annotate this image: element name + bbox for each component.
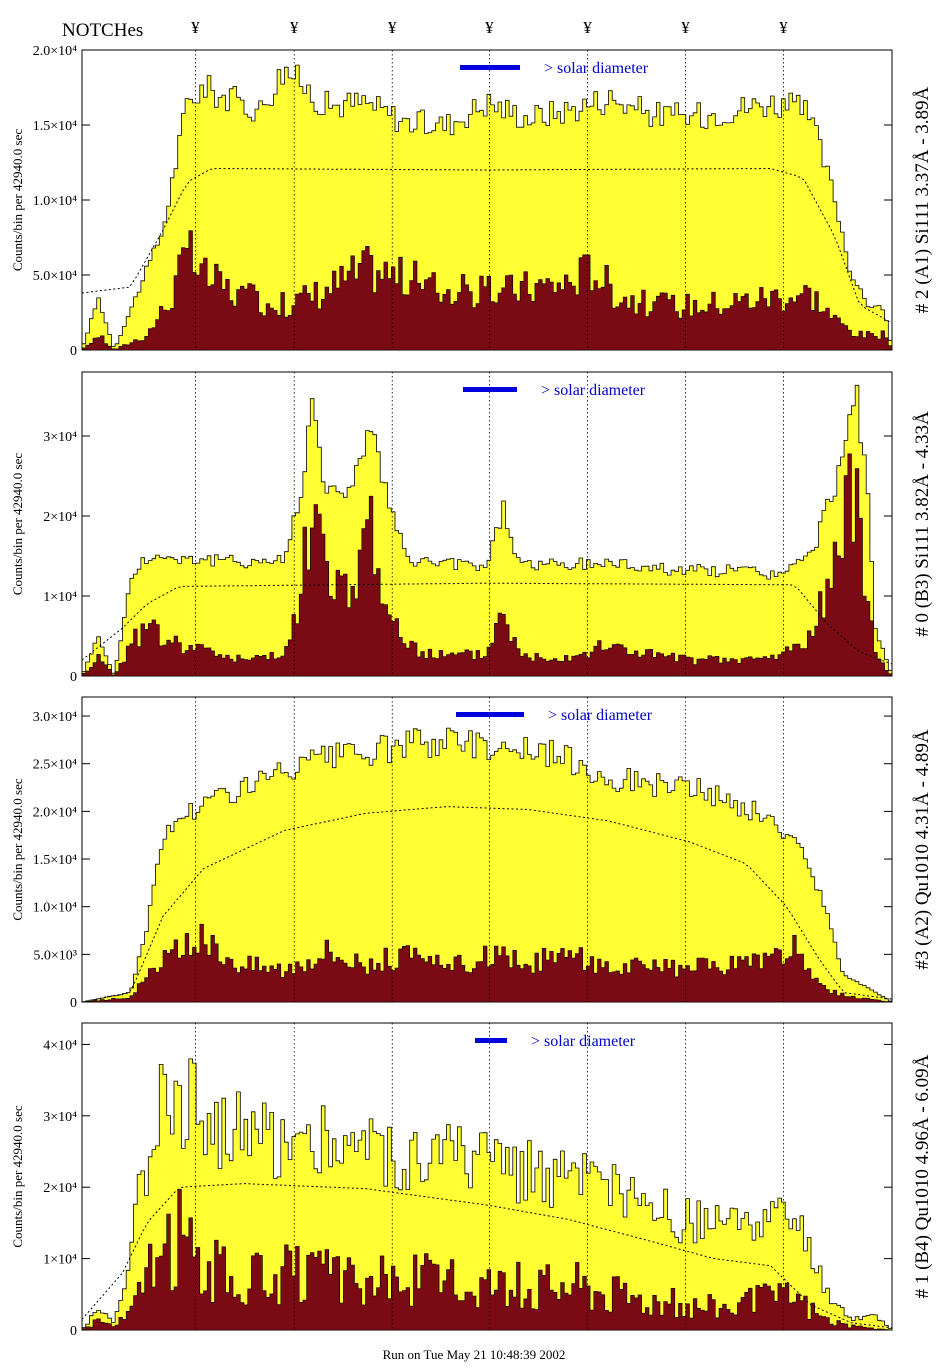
y-axis-label: Counts/bin per 42940.0 sec <box>10 129 25 271</box>
notch-header: NOTCHes ¥ ¥ ¥ ¥ ¥ ¥ ¥ <box>0 0 948 46</box>
y-tick-label: 3×10⁴ <box>43 1110 77 1125</box>
notches-title: NOTCHes <box>62 20 144 41</box>
y-tick-label: 2.0×10⁴ <box>33 805 77 820</box>
y-tick-label: 1×10⁴ <box>43 1253 77 1268</box>
notch-marker: ¥ <box>779 18 788 37</box>
solar-diameter-legend: > solar diameter <box>544 60 649 77</box>
notch-marker: ¥ <box>485 18 494 37</box>
series-background-histogram <box>81 1189 893 1331</box>
y-tick-label: 1×10⁴ <box>43 590 77 605</box>
y-tick-label: 0 <box>70 670 77 685</box>
notch-marker: ¥ <box>681 18 690 37</box>
chart-panel: 0 1×10⁴ 2×10⁴ 3×10⁴ 4×10⁴ Counts/bin per 4294… <box>10 1022 933 1339</box>
chart-stack: 0 5.0×10⁴ 1.0×10⁴ 1.5×10⁴ 2.0×10⁴ Counts/bin … <box>10 44 933 1339</box>
notch-marker: ¥ <box>583 18 592 37</box>
y-tick-label: 2×10⁴ <box>43 510 77 525</box>
notch-marker: ¥ <box>191 18 200 37</box>
chart-panel: 0 5.0×10³ 1.0×10⁴ 1.5×10⁴ 2.0×10⁴ 2.5×10⁴ 3.0×… <box>10 696 933 1011</box>
series-model-curve <box>81 1183 893 1329</box>
y-tick-label: 2.5×10⁴ <box>33 758 77 773</box>
y-tick-label: 0 <box>70 1324 77 1339</box>
y-tick-label: 3.0×10⁴ <box>33 710 77 725</box>
series-total-histogram <box>81 384 893 677</box>
solar-diameter-bar <box>456 712 524 717</box>
series-background-histogram <box>81 923 893 1003</box>
y-tick-label: 2×10⁴ <box>43 1181 77 1196</box>
series-background-histogram <box>81 453 893 677</box>
series-background-histogram <box>81 230 893 351</box>
solar-diameter-legend: > solar diameter <box>541 382 646 399</box>
y-tick-label: 1.5×10⁴ <box>33 119 77 134</box>
series-total-histogram <box>81 64 893 351</box>
y-tick-label: 0 <box>70 344 77 359</box>
solar-diameter-bar <box>475 1038 507 1043</box>
solar-diameter-legend: > solar diameter <box>531 1033 636 1050</box>
y-tick-label: 3×10⁴ <box>43 430 77 445</box>
solar-diameter-bar <box>460 65 520 70</box>
y-axis-label: Counts/bin per 42940.0 sec <box>10 1105 25 1247</box>
y-axis-label: Counts/bin per 42940.0 sec <box>10 778 25 920</box>
series-total-histogram <box>81 727 893 1003</box>
notch-marker: ¥ <box>387 18 397 37</box>
y-tick-label: 0 <box>70 996 77 1011</box>
chart-panel: 0 1×10⁴ 2×10⁴ 3×10⁴ Counts/bin per 42940.0 s… <box>10 371 933 685</box>
y-tick-label: 2.0×10⁴ <box>33 44 77 59</box>
solar-diameter-legend: > solar diameter <box>548 707 653 724</box>
panel-label: #3 (A2) Qu1010 4.31Å - 4.89Å <box>912 729 933 969</box>
y-tick-label: 1.0×10⁴ <box>33 901 77 916</box>
chart-panel: 0 5.0×10⁴ 1.0×10⁴ 1.5×10⁴ 2.0×10⁴ Counts/bin … <box>10 44 933 359</box>
panel-label: # 2 (A1) Si111 3.37Å - 3.89Å <box>912 86 933 313</box>
y-tick-label: 4×10⁴ <box>43 1038 77 1053</box>
y-tick-label: 5.0×10⁴ <box>33 269 77 284</box>
panel-label: # 1 (B4) Qu1010 4.96Å - 6.09Å <box>912 1054 933 1298</box>
y-tick-label: 5.0×10³ <box>33 948 77 963</box>
y-axis-label: Counts/bin per 42940.0 sec <box>10 453 25 595</box>
y-tick-label: 1.0×10⁴ <box>33 194 77 209</box>
solar-diameter-bar <box>463 387 517 392</box>
panel-label: # 0 (B3) Si111 3.82Å - 4.33Å <box>912 411 933 637</box>
notch-marker: ¥ <box>289 18 299 37</box>
series-model-curve <box>81 806 893 1003</box>
run-info-footer: Run on Tue May 21 10:48:39 2002 <box>382 1347 566 1362</box>
y-tick-label: 1.5×10⁴ <box>33 853 77 868</box>
